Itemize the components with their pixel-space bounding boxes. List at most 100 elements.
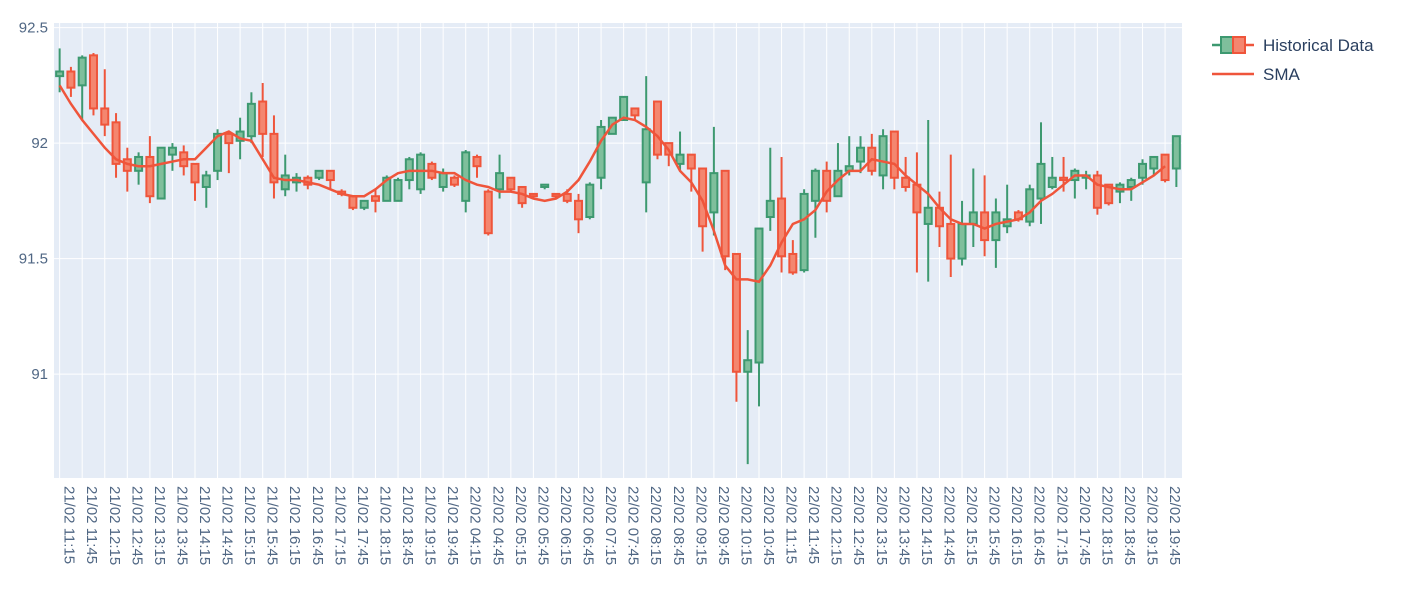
- candle-body: [765, 199, 775, 219]
- candle-body: [923, 206, 933, 225]
- candle[interactable]: [100, 69, 110, 137]
- candle[interactable]: [156, 146, 166, 200]
- x-axis-tick-labels: 21/02 11:15 21/02 11:45 21/02 12:15 21/02 1…: [61, 486, 1183, 565]
- candle-body: [190, 162, 200, 184]
- candle[interactable]: [675, 131, 685, 171]
- x-tick-label: 22/02 07:45: [625, 486, 642, 565]
- candle[interactable]: [709, 126, 719, 236]
- candle[interactable]: [483, 189, 493, 236]
- x-tick-label: 22/02 08:15: [647, 486, 664, 565]
- candle[interactable]: [314, 169, 324, 181]
- candle[interactable]: [224, 131, 234, 174]
- x-tick-label: 21/02 14:15: [196, 486, 213, 565]
- x-tick-label: 21/02 15:15: [241, 486, 258, 565]
- candle-body: [100, 107, 110, 126]
- candle[interactable]: [370, 189, 380, 213]
- candle[interactable]: [923, 120, 933, 282]
- candle[interactable]: [449, 175, 459, 187]
- candle[interactable]: [652, 100, 662, 160]
- candle[interactable]: [856, 136, 866, 174]
- candle[interactable]: [574, 193, 584, 234]
- candle-body: [731, 252, 741, 373]
- candle[interactable]: [145, 136, 155, 204]
- candle[interactable]: [348, 195, 358, 211]
- x-tick-label: 22/02 13:15: [873, 486, 890, 565]
- candle[interactable]: [1047, 156, 1057, 190]
- candle[interactable]: [585, 182, 595, 220]
- plot-background: [54, 23, 1182, 478]
- x-tick-label: 21/02 18:15: [376, 486, 393, 565]
- candle[interactable]: [777, 156, 787, 273]
- x-tick-label: 21/02 12:45: [128, 486, 145, 565]
- candle[interactable]: [810, 168, 820, 238]
- legend[interactable]: Historical Data SMA: [1212, 36, 1374, 84]
- candle-body: [438, 172, 448, 188]
- legend-item-historical-data[interactable]: Historical Data: [1212, 36, 1374, 55]
- candle-body: [652, 100, 662, 156]
- candle[interactable]: [55, 48, 65, 93]
- candle[interactable]: [822, 161, 832, 213]
- candle[interactable]: [134, 152, 144, 185]
- candle[interactable]: [754, 227, 764, 407]
- candle[interactable]: [258, 83, 268, 157]
- candle-body: [506, 176, 516, 191]
- candle-body: [686, 153, 696, 170]
- candle[interactable]: [1171, 135, 1181, 187]
- x-tick-label: 21/02 19:15: [422, 486, 439, 565]
- x-tick-label: 22/02 16:45: [1031, 486, 1048, 565]
- candle[interactable]: [246, 92, 256, 144]
- candle[interactable]: [788, 240, 798, 275]
- candle[interactable]: [630, 107, 640, 121]
- x-tick-label: 22/02 05:45: [534, 486, 551, 565]
- candle[interactable]: [269, 115, 279, 199]
- candle[interactable]: [540, 183, 550, 190]
- candle[interactable]: [280, 154, 290, 197]
- candle-body: [88, 54, 98, 110]
- x-tick-label: 22/02 06:15: [557, 486, 574, 565]
- candle[interactable]: [1036, 122, 1046, 224]
- candle[interactable]: [799, 189, 809, 273]
- candle[interactable]: [889, 130, 899, 190]
- candle-body: [540, 183, 550, 188]
- candle[interactable]: [743, 330, 753, 465]
- candle[interactable]: [1092, 170, 1102, 215]
- x-tick-label: 22/02 14:45: [940, 486, 957, 565]
- candle[interactable]: [88, 53, 98, 116]
- x-tick-label: 22/02 09:15: [692, 486, 709, 565]
- candle-body: [968, 211, 978, 225]
- candle[interactable]: [111, 113, 121, 178]
- candle-body: [720, 169, 730, 258]
- candle[interactable]: [946, 154, 956, 278]
- candle[interactable]: [416, 152, 426, 194]
- sma-line[interactable]: [58, 84, 1166, 284]
- candle[interactable]: [77, 55, 87, 121]
- candle[interactable]: [1149, 155, 1159, 176]
- candle[interactable]: [472, 154, 482, 178]
- candle[interactable]: [201, 170, 211, 208]
- x-tick-label: 22/02 17:45: [1076, 486, 1093, 565]
- candle[interactable]: [393, 177, 403, 202]
- candle[interactable]: [190, 162, 200, 201]
- candle[interactable]: [167, 143, 177, 171]
- x-tick-label: 21/02 13:45: [173, 486, 190, 565]
- legend-item-sma[interactable]: SMA: [1212, 65, 1301, 84]
- candle-body: [483, 190, 493, 235]
- candle-body: [1092, 174, 1102, 209]
- y-tick-label: 91.5: [19, 251, 48, 268]
- candle[interactable]: [878, 129, 888, 190]
- candle[interactable]: [325, 169, 335, 190]
- candle[interactable]: [1025, 184, 1035, 227]
- x-tick-label: 21/02 12:15: [106, 486, 123, 565]
- candle[interactable]: [506, 176, 516, 192]
- x-tick-label: 22/02 04:45: [489, 486, 506, 565]
- candle[interactable]: [720, 169, 730, 271]
- candle[interactable]: [359, 199, 369, 211]
- candle[interactable]: [641, 76, 651, 213]
- candle[interactable]: [596, 120, 606, 190]
- candle-body: [754, 227, 764, 364]
- candle[interactable]: [1138, 159, 1148, 185]
- candle[interactable]: [686, 153, 696, 192]
- candle[interactable]: [619, 95, 629, 122]
- candle[interactable]: [765, 147, 775, 231]
- candle[interactable]: [66, 66, 76, 97]
